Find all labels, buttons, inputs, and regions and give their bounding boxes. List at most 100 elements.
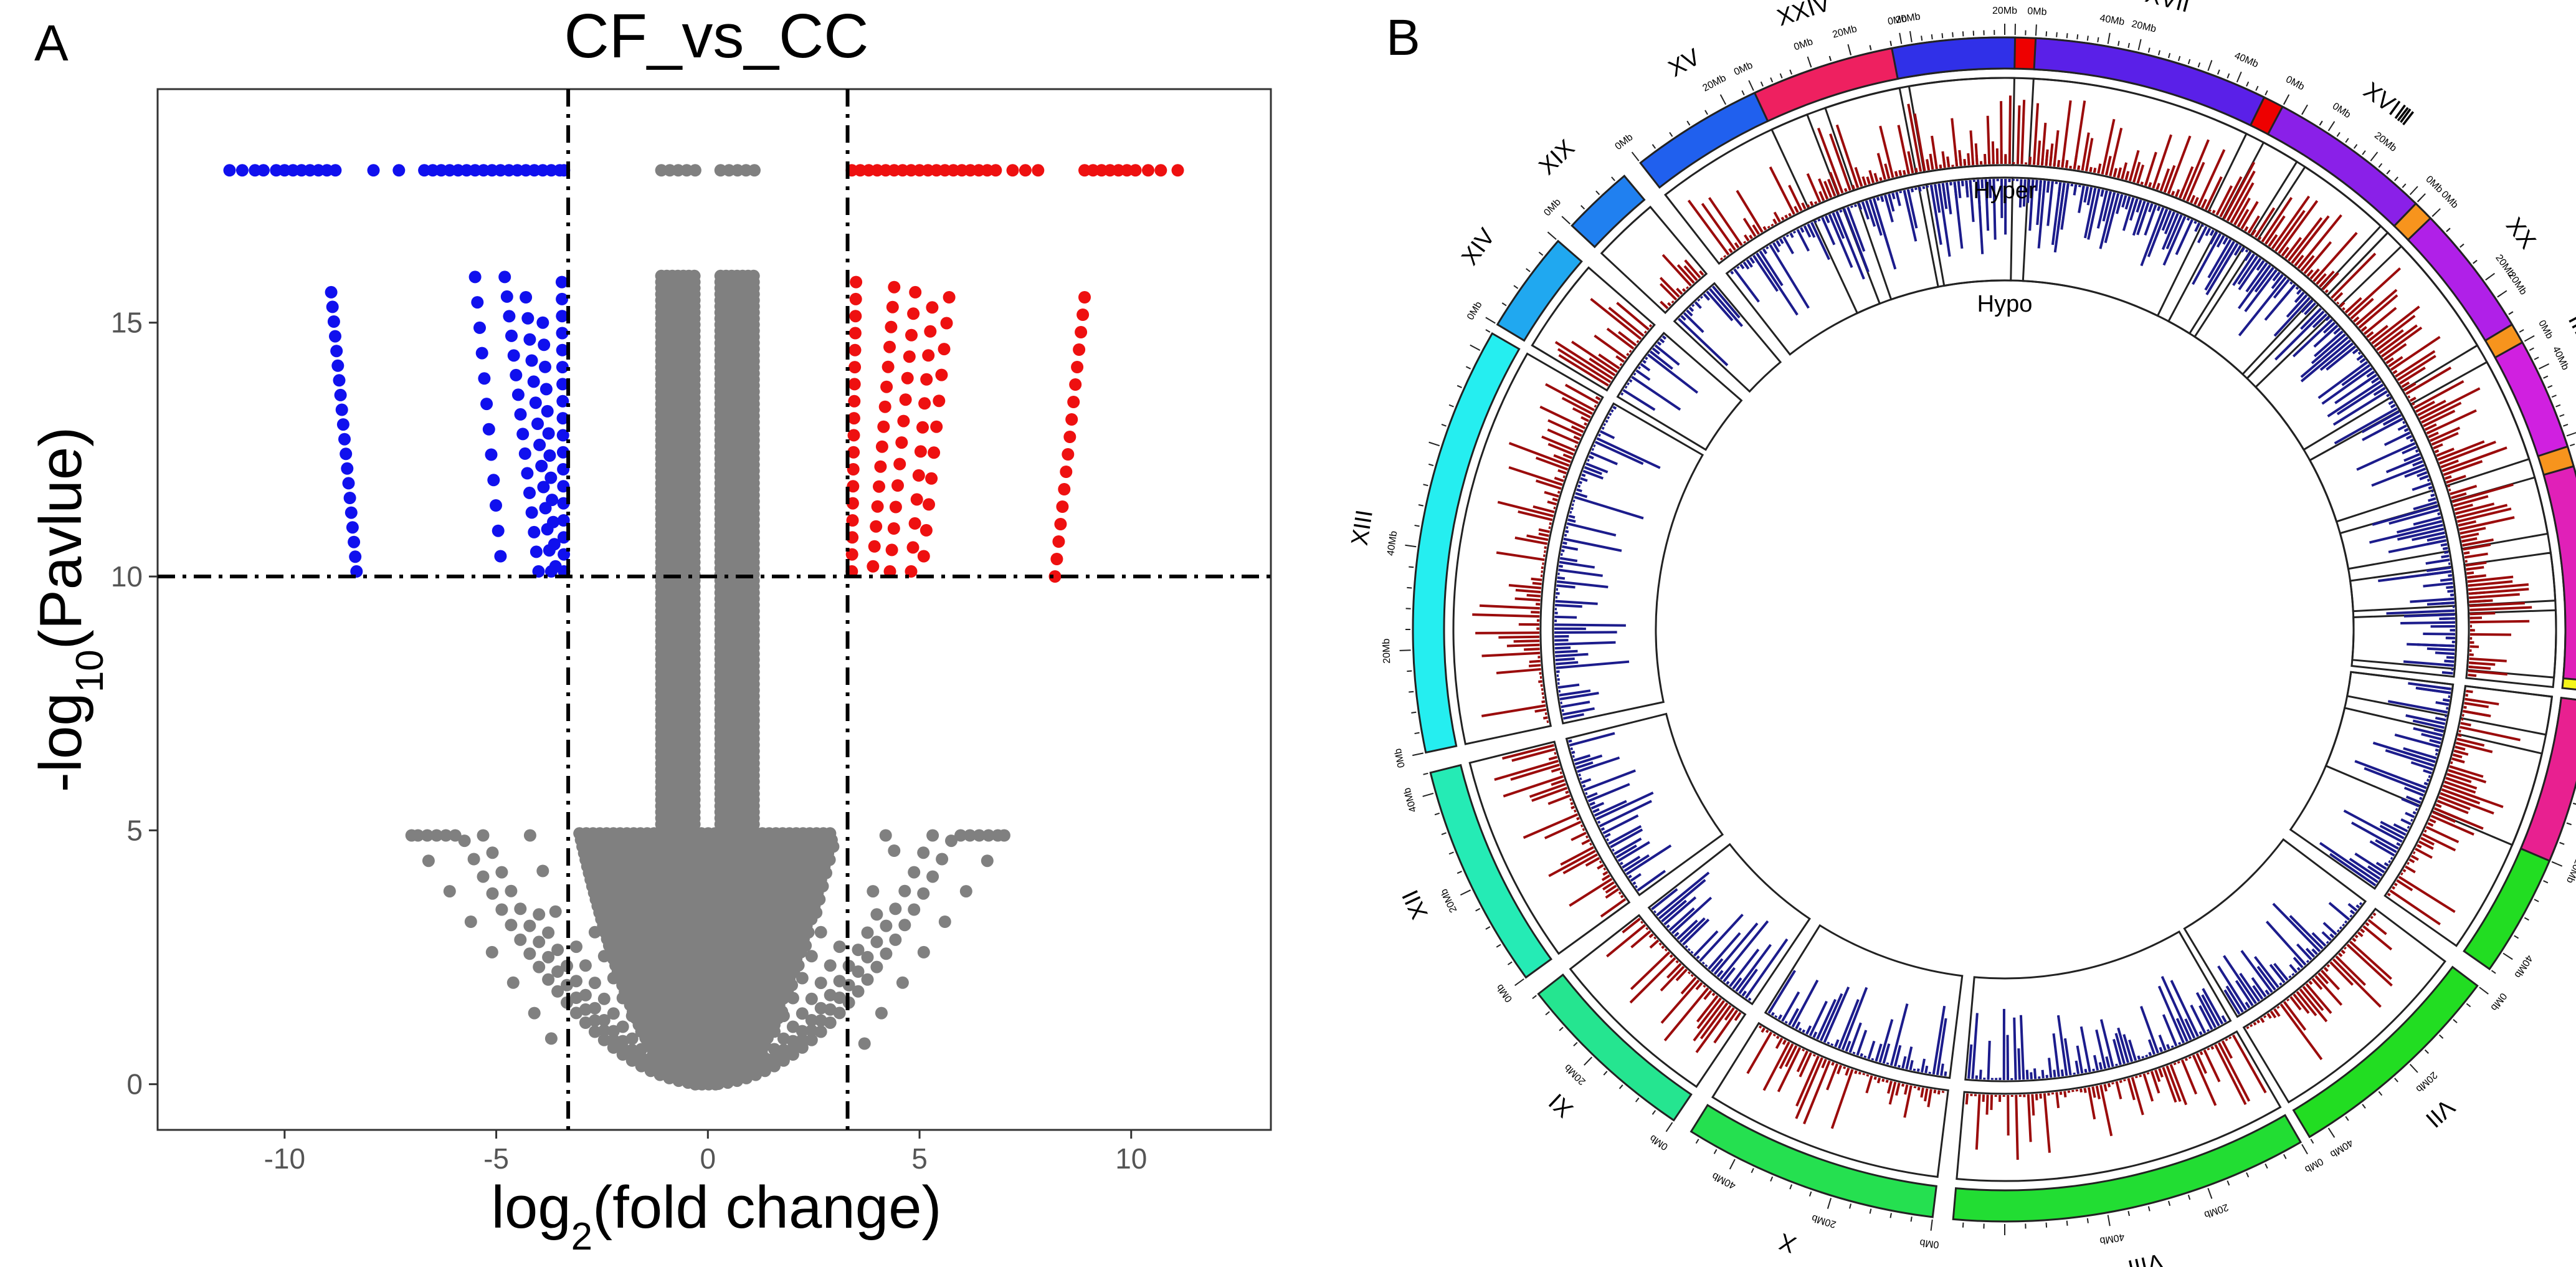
ns-point	[768, 1025, 781, 1038]
hypo-track-frame	[1812, 184, 1939, 315]
hypo-bar	[2446, 707, 2449, 710]
ns-point	[597, 992, 611, 1005]
down-point	[521, 467, 534, 480]
ns-point	[938, 916, 951, 928]
scale-label: 0Mb	[2423, 174, 2445, 195]
down-point	[341, 462, 354, 475]
hypo-bar	[2215, 233, 2222, 242]
volcano-title: CF_vs_CC	[564, 1, 869, 71]
hyper-bar	[1681, 288, 1686, 292]
ns-point	[536, 864, 549, 877]
scale-tick	[1704, 110, 1708, 115]
scale-tick	[2466, 1003, 2471, 1008]
hyper-bar	[1649, 939, 1660, 949]
ns-point	[954, 829, 967, 842]
hypo-bar	[2364, 767, 2426, 793]
hypo-bar	[2435, 716, 2446, 722]
hyper-bar	[2065, 162, 2069, 168]
down-point	[536, 316, 549, 329]
hyper-bar	[2408, 858, 2415, 864]
hyper-bar	[1496, 667, 1541, 674]
hyper-bar	[2219, 176, 2243, 218]
scale-tick	[1573, 1041, 1578, 1046]
x-axis-title-rest: (fold change)	[592, 1174, 941, 1241]
up-point	[905, 328, 918, 342]
hypo-bar	[1567, 518, 1576, 523]
up-point	[878, 400, 891, 413]
hyper-bar	[1963, 160, 1967, 166]
hyper-bar	[2450, 484, 2478, 495]
hypo-bar	[1880, 196, 1884, 200]
hypo-bar	[2384, 431, 2411, 446]
hypo-bar	[2445, 663, 2454, 667]
hyper-bar	[2121, 175, 2124, 179]
hypo-bar	[1891, 193, 1896, 199]
hypo-bar	[1571, 750, 1576, 754]
hyper-bar	[1479, 604, 1540, 610]
ns-point	[824, 959, 837, 972]
hyper-bar	[2445, 475, 2452, 480]
hypo-bar	[2415, 783, 2427, 790]
hyper-bar	[1584, 422, 1588, 426]
hypo-bar	[2053, 1069, 2056, 1078]
ns-point	[505, 919, 518, 932]
hyper-bar	[2089, 170, 2092, 173]
hypo-bar	[1716, 970, 1724, 978]
hyper-bar	[1599, 860, 1602, 864]
hypo-bar	[1576, 488, 1582, 493]
hypo-bar	[1612, 406, 1617, 410]
hypo-bar	[2425, 471, 2428, 474]
up-point	[1077, 308, 1090, 321]
down-point	[367, 164, 380, 177]
hypo-bar	[2349, 914, 2353, 918]
ns-point	[879, 829, 892, 842]
hypo-bar	[1730, 270, 1734, 275]
hypo-bar	[1789, 232, 1794, 238]
hyper-bar	[2460, 527, 2486, 535]
hypo-bar	[2136, 199, 2142, 213]
scale-label: 0Mb	[2331, 101, 2352, 120]
hypo-bar	[2342, 333, 2346, 337]
up-point	[1006, 164, 1019, 177]
hyper-track-frame	[1770, 87, 1918, 210]
hyper-bar	[2355, 289, 2398, 326]
hyper-bar	[1862, 1073, 1866, 1076]
ns-point	[926, 829, 939, 842]
up-point	[886, 300, 899, 313]
hypo-bar	[2209, 229, 2215, 236]
hyper-bar	[2061, 159, 2065, 168]
hypo-bar	[2148, 1051, 2152, 1056]
ns-point	[959, 885, 972, 898]
hypo-bar	[2121, 195, 2127, 208]
hypo-bar	[2343, 810, 2403, 843]
up-point	[848, 343, 862, 356]
up-point	[848, 361, 862, 374]
hyper-track-frame	[1600, 205, 1708, 315]
hypo-track-frame	[1964, 930, 2232, 1083]
hyper-bar	[2225, 1038, 2228, 1041]
hyper-track-frame	[2409, 360, 2531, 487]
up-point	[918, 397, 931, 410]
down-point	[487, 474, 500, 487]
hyper-bar	[1687, 199, 1730, 256]
ns-point	[625, 1032, 639, 1045]
down-point	[556, 310, 569, 323]
up-point	[868, 540, 881, 553]
hypo-bar	[1921, 1058, 1926, 1073]
hypo-bar	[1741, 990, 1747, 997]
hypo-bar	[2444, 550, 2449, 554]
hypo-track-frame	[1647, 843, 1811, 1006]
chromosome-band	[2266, 105, 2418, 227]
scale-tick	[1457, 871, 1462, 874]
scale-tick	[2409, 186, 2418, 195]
hypo-bar	[2265, 989, 2270, 995]
hypo-bar	[1853, 204, 1858, 208]
hyper-bar	[1508, 583, 1542, 590]
down-point	[556, 446, 569, 459]
hypo-bar	[1588, 455, 1594, 460]
ns-point	[570, 940, 582, 954]
hypo-bar	[1569, 510, 1572, 514]
scale-tick	[2107, 1215, 2111, 1226]
up-point	[867, 560, 880, 573]
hyper-bar	[2099, 1084, 2113, 1137]
